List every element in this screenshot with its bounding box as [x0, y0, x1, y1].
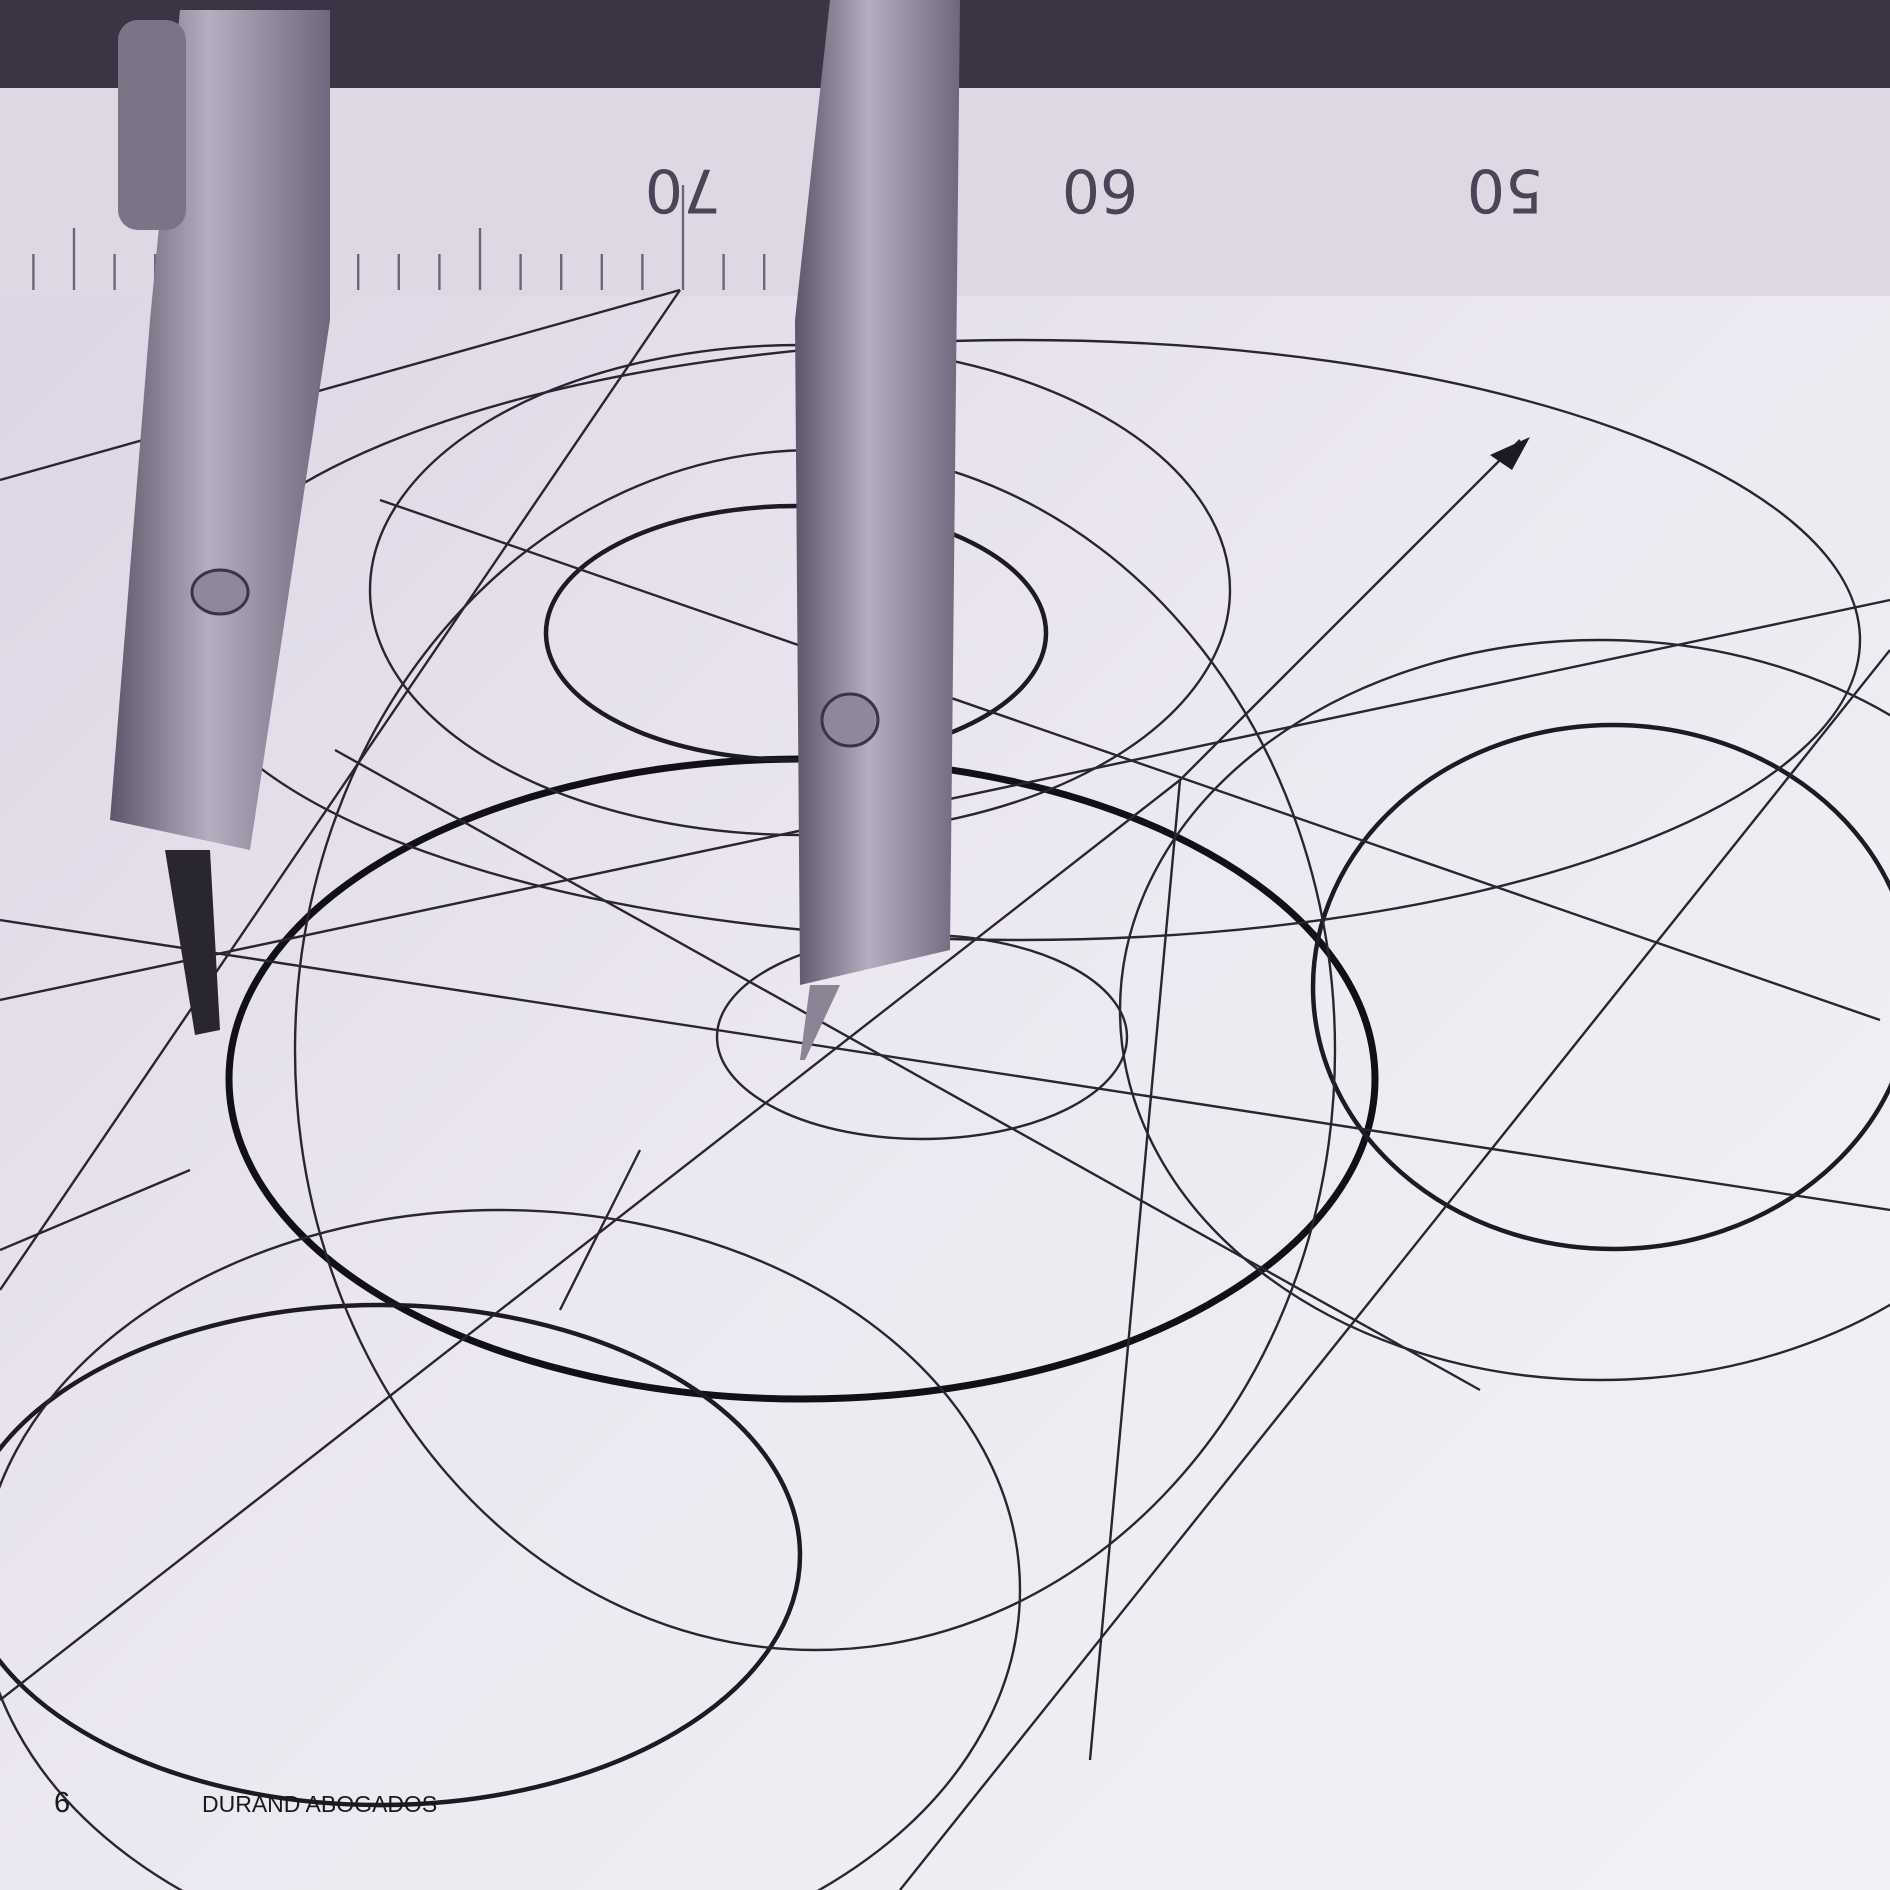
page-number: 6 [54, 1787, 70, 1819]
page: 70 60 50 [0, 0, 1890, 1890]
ruler-label: 60 [1062, 155, 1138, 225]
compass-right [795, 0, 960, 1060]
brand-name: DURAND ABOGADOS [202, 1791, 437, 1817]
compass-screw [192, 570, 248, 614]
compass-knob [118, 20, 186, 230]
ruler-label: 50 [1467, 155, 1543, 225]
page-canvas: 70 60 50 [0, 0, 1890, 1890]
photo: 70 60 50 [0, 0, 1890, 1890]
ruler-label: 70 [645, 155, 721, 225]
compass-screw [822, 694, 878, 746]
compass-leg [795, 0, 960, 985]
